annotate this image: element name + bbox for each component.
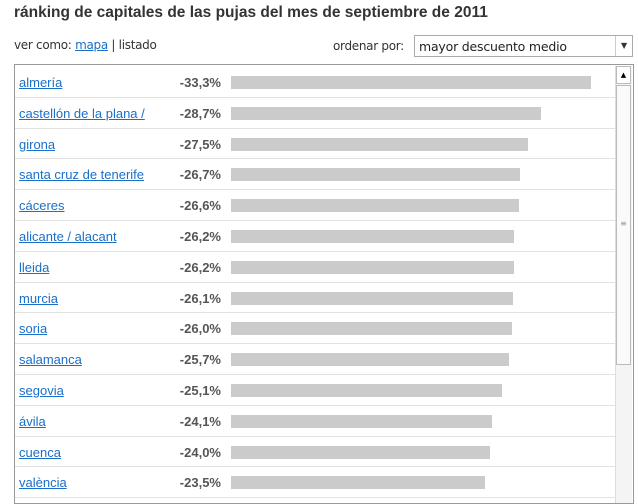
city-link[interactable]: salamanca	[19, 352, 82, 368]
list-item: soria -26,0%	[15, 313, 617, 345]
city-link[interactable]: santa cruz de tenerife	[19, 167, 145, 183]
list-item: valència -23,5%	[15, 467, 617, 499]
discount-bar	[231, 353, 509, 367]
discount-value: -26,7%	[179, 167, 221, 183]
list-item: murcia -26,1%	[15, 283, 617, 314]
discount-value: -25,7%	[179, 352, 221, 368]
discount-value: -26,6%	[179, 198, 221, 214]
city-link[interactable]: castellón de la plana /	[19, 105, 145, 121]
page-title: ránking de capitales de las pujas del me…	[14, 4, 488, 21]
city-link[interactable]: ávila	[19, 413, 46, 429]
discount-value: -28,7%	[179, 105, 221, 121]
city-link[interactable]: soria	[19, 321, 48, 337]
list-item: castellón de la plana / -28,7%	[15, 98, 617, 129]
discount-bar	[231, 199, 519, 213]
discount-value: -24,0%	[179, 444, 221, 460]
discount-value: -26,2%	[179, 259, 221, 275]
scroll-thumb[interactable]: ≡	[616, 85, 631, 365]
discount-value: -24,1%	[179, 413, 221, 429]
city-link[interactable]: lleida	[19, 259, 50, 275]
discount-bar	[231, 414, 492, 428]
separator: |	[111, 38, 116, 52]
discount-bar	[231, 291, 514, 305]
discount-bar	[231, 137, 529, 151]
city-link[interactable]: cáceres	[19, 198, 65, 214]
discount-bar	[231, 445, 491, 459]
list-item: segovia -25,1%	[15, 375, 617, 406]
list-item: girona -27,5%	[15, 129, 617, 160]
discount-value: -27,5%	[179, 136, 221, 152]
discount-value: -25,1%	[179, 383, 221, 398]
list-item: salamanca -25,7%	[15, 344, 617, 375]
list-item: ávila -24,1%	[15, 406, 617, 437]
scroll-up-icon[interactable]: ▲	[616, 66, 631, 84]
discount-value: -26,1%	[179, 290, 221, 306]
discount-bar	[231, 384, 503, 397]
chevron-down-icon[interactable]: ▼	[615, 36, 632, 56]
ranking-list: valència -23,5% cuenca -24,0% ávila -24,1% seg…	[14, 64, 634, 504]
list-current: listado	[118, 38, 157, 52]
city-link[interactable]: murcia	[19, 290, 59, 306]
city-link[interactable]: girona	[19, 136, 56, 152]
discount-bar	[231, 230, 515, 243]
sort-select[interactable]: mayor descuento medio ▼	[414, 35, 633, 57]
discount-value: -26,2%	[179, 229, 221, 244]
city-link[interactable]: segovia	[19, 383, 64, 398]
city-link[interactable]: almería	[19, 75, 63, 90]
list-item: lleida -26,2%	[15, 252, 617, 283]
discount-bar	[231, 322, 513, 336]
sort-selected: mayor descuento medio	[419, 39, 567, 54]
discount-bar	[231, 168, 520, 182]
list-item: santa cruz de tenerife -26,7%	[15, 159, 617, 191]
scrollbar[interactable]: ▲ ≡	[615, 66, 632, 503]
map-link[interactable]: mapa	[75, 38, 108, 52]
view-label: ver como:	[14, 38, 72, 52]
city-link[interactable]: valència	[19, 475, 67, 491]
list-item: cuenca -24,0%	[15, 437, 617, 468]
discount-bar	[231, 260, 515, 274]
list-item: alicante / alacant -26,2%	[15, 221, 617, 252]
discount-bar	[231, 476, 486, 490]
discount-value: -26,0%	[179, 321, 221, 337]
discount-value: -33,3%	[179, 75, 221, 90]
view-switcher: ver como: mapa | listado	[14, 38, 157, 52]
discount-value: -23,5%	[179, 475, 221, 491]
list-item: almería -33,3%	[15, 67, 617, 98]
city-link[interactable]: cuenca	[19, 444, 61, 460]
city-link[interactable]: alicante / alacant	[19, 229, 117, 244]
discount-bar	[231, 106, 542, 120]
sort-label: ordenar por:	[333, 39, 404, 53]
discount-bar	[231, 76, 591, 89]
list-item: cáceres -26,6%	[15, 190, 617, 221]
